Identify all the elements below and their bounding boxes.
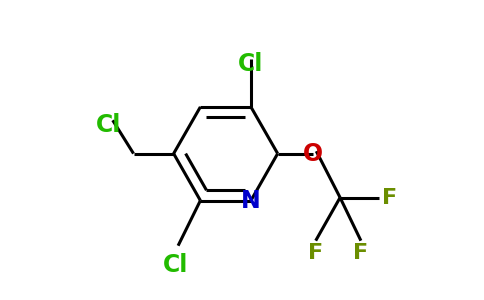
Text: F: F (382, 188, 397, 208)
Text: N: N (241, 188, 261, 212)
Text: F: F (308, 243, 323, 263)
Text: Cl: Cl (163, 254, 188, 278)
Text: Cl: Cl (95, 113, 121, 137)
Text: F: F (353, 243, 368, 263)
Text: O: O (303, 142, 323, 166)
Text: Cl: Cl (238, 52, 264, 76)
